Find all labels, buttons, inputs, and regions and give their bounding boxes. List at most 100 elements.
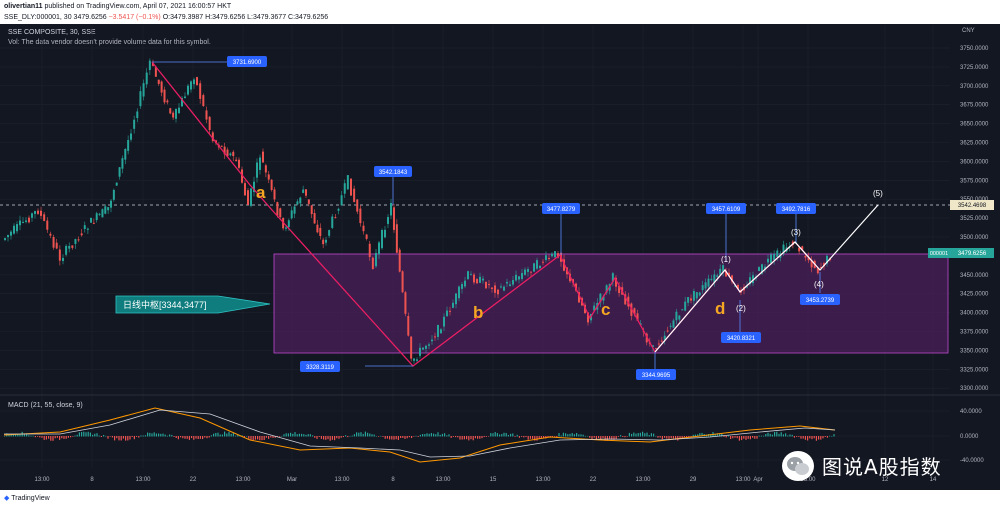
macd-tick: 40.0000 [960, 409, 982, 415]
candle-body [633, 308, 636, 314]
tradingview-logo[interactable]: ◆ TradingView [4, 494, 50, 502]
candle-body [431, 339, 433, 342]
macd-bar [595, 436, 597, 440]
macd-bar [303, 434, 305, 437]
macd-bar [151, 433, 153, 437]
svg-text:3479.6256: 3479.6256 [958, 251, 987, 257]
macd-bar [578, 434, 580, 437]
macd-bar [529, 436, 531, 439]
macd-bar [307, 434, 309, 437]
time-axis[interactable]: 13:00 8 13:00 22 13:00 Mar 13:00 8 13:00 15 13:00 2… [34, 477, 937, 483]
macd-bar [364, 431, 366, 437]
macd-bar [765, 433, 767, 437]
svg-text:3731.6900: 3731.6900 [233, 60, 262, 66]
candle-body [482, 278, 484, 281]
candle-body [578, 292, 580, 303]
macd-bar [466, 436, 468, 440]
macd-bar [87, 431, 89, 437]
macd-bar [661, 436, 663, 440]
macd-bar [426, 433, 428, 437]
macd-bar [479, 436, 481, 439]
macd-bar [197, 436, 199, 440]
macd-title[interactable]: MACD (21, 55, close, 9) [8, 402, 83, 409]
candle-body [313, 213, 316, 224]
candle-body [43, 214, 46, 221]
macd-bar [224, 431, 226, 437]
price-chart[interactable]: 3731.6900 3542.1843 3328.3119 3477.8279 … [0, 0, 1000, 490]
time-tick: 13:00 [735, 477, 751, 483]
candle-body [704, 282, 707, 289]
candle-body [381, 230, 383, 249]
macd-bar [169, 434, 171, 437]
candle-body [124, 148, 127, 160]
candle-body [187, 85, 189, 95]
macd-bar [138, 436, 140, 438]
macd-bar [752, 436, 754, 438]
macd-bar [789, 434, 791, 437]
candle-body [707, 278, 710, 287]
macd-bar [89, 432, 91, 437]
macd-bar [633, 432, 635, 437]
candle-body [202, 95, 205, 107]
macd-bar [285, 433, 287, 437]
wave-label-a: a [256, 183, 266, 202]
wechat-icon [782, 451, 814, 481]
macd-bar [747, 436, 749, 439]
candle-body [121, 158, 124, 169]
candle-body [325, 239, 327, 243]
wave-label-c: c [601, 300, 610, 319]
macd-bar [323, 436, 325, 440]
price-axis[interactable]: 3750.0000 3725.0000 3700.0000 3675.0000 3650… [960, 46, 989, 392]
candle-body [154, 67, 157, 77]
macd-bar [448, 434, 450, 437]
candle-body [545, 255, 547, 260]
macd-bar [107, 436, 109, 439]
svg-text:3457.6109: 3457.6109 [712, 207, 741, 213]
candle-body [319, 227, 322, 237]
macd-bar [10, 433, 12, 437]
macd-bar [19, 434, 21, 437]
candle-body [68, 245, 71, 249]
macd-bar [419, 434, 421, 437]
macd-bar [800, 436, 802, 439]
macd-bar [547, 436, 549, 438]
macd-bar [721, 433, 723, 437]
macd-bar [351, 435, 353, 437]
macd-bar [162, 433, 164, 437]
candle-body [166, 100, 169, 103]
macd-bar [745, 436, 747, 440]
time-tick: Apr [753, 477, 762, 483]
macd-bar [37, 436, 39, 437]
candle-body [362, 225, 365, 232]
time-tick: 22 [190, 477, 197, 483]
macd-bar [593, 436, 595, 438]
candle-body [181, 97, 183, 107]
time-tick: 14 [930, 477, 937, 483]
macd-bar [191, 436, 193, 439]
candle-body [798, 247, 801, 252]
candle-body [98, 213, 101, 215]
chart-symbol-title[interactable]: SSE COMPOSITE, 30, SSE [8, 29, 96, 36]
macd-bar [560, 435, 562, 437]
macd-bar [699, 433, 701, 437]
candle-body [554, 251, 556, 258]
symbol-interval: SSE_DLY:000001, 30 [4, 14, 72, 21]
candle-body [368, 243, 371, 257]
macd-bar [791, 434, 793, 437]
macd-bar [257, 436, 259, 440]
macd-bar [395, 436, 397, 440]
macd-bar [160, 433, 162, 437]
candle-body [101, 209, 104, 218]
macd-bar [455, 436, 457, 438]
macd-bar [221, 434, 223, 437]
tradingview-logo-text: TradingView [11, 495, 50, 502]
svg-text:3542.4698: 3542.4698 [958, 203, 987, 209]
publisher-name[interactable]: olivertian11 [4, 3, 43, 10]
candle-body [575, 283, 577, 291]
candle-body [761, 264, 763, 274]
macd-bar [483, 436, 485, 438]
candle-body [672, 320, 675, 328]
candle-body [557, 253, 559, 258]
candle-body [666, 330, 669, 332]
candle-body [142, 83, 145, 97]
